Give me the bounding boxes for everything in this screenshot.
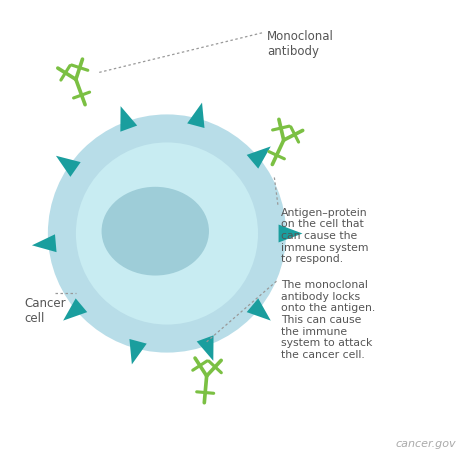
Polygon shape (120, 106, 137, 132)
Text: Monoclonal
antibody: Monoclonal antibody (267, 30, 334, 58)
Ellipse shape (101, 187, 209, 276)
Circle shape (76, 142, 258, 325)
Text: Antigen–protein
on the cell that
can cause the
immune system
to respond.: Antigen–protein on the cell that can cau… (282, 208, 369, 264)
Polygon shape (187, 103, 204, 128)
Polygon shape (279, 225, 302, 242)
Polygon shape (63, 298, 87, 321)
Text: The monoclonal
antibody locks
onto the antigen.
This can cause
the immune
system: The monoclonal antibody locks onto the a… (282, 280, 375, 360)
Text: Cancer
cell: Cancer cell (25, 297, 66, 325)
Text: cancer.gov: cancer.gov (396, 439, 456, 449)
Polygon shape (246, 298, 271, 321)
Polygon shape (32, 234, 56, 252)
Polygon shape (56, 156, 81, 177)
Polygon shape (197, 335, 214, 361)
Polygon shape (246, 146, 271, 169)
Circle shape (48, 114, 286, 353)
Polygon shape (129, 339, 147, 364)
